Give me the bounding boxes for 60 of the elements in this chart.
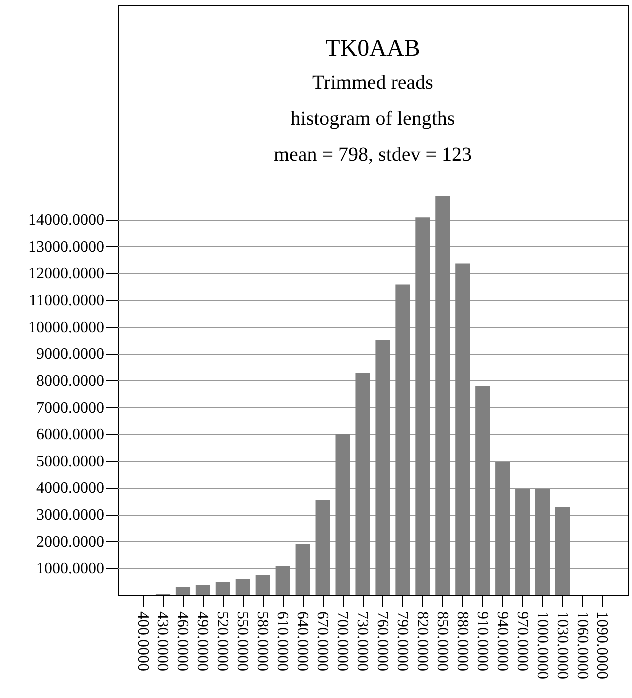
text: Trimmed reads histogram of lengths mean = 798, stdev = 123 [274,72,472,166]
bar [396,284,410,595]
bar [555,507,570,595]
bar [376,340,390,595]
bar [236,579,250,595]
x-tick-label: 640.0000 [294,612,312,672]
y-tick-label: 3000.0000 [36,507,104,524]
y-tick-label: 14000.0000 [28,212,104,230]
bar [296,544,310,595]
y-tick-label: 11000.0000 [29,292,104,310]
x-tick-label: 760.0000 [374,612,391,672]
x-tick-label: 850.0000 [434,612,451,672]
bar [176,587,191,595]
y-tick-label: 4000.0000 [36,480,104,498]
x-tick-label: 460.0000 [174,612,192,672]
bar [496,462,510,595]
x-tick-label: 430.0000 [154,612,172,672]
y-tick-label: 13000.0000 [28,238,104,256]
text: TK0AAB [326,36,420,62]
x-tick-label: 1030.0000 [554,612,571,680]
y-tick-label: 7000.0000 [36,400,104,417]
y-tick-label: 2000.0000 [36,534,104,551]
bar [476,386,490,595]
x-tick-label: 700.0000 [334,612,352,672]
x-tick-label: 880.0000 [454,612,471,672]
x-tick-label: 820.0000 [414,612,431,672]
x-tick-label: 580.0000 [254,612,272,672]
y-tick-label: 1000.0000 [36,560,104,578]
y-tick-label: 5000.0000 [36,453,104,470]
x-tick-label: 670.0000 [314,612,332,672]
bar [276,566,290,595]
x-tick-label: 520.0000 [214,612,232,672]
y-tick-label: 9000.0000 [36,346,104,364]
y-tick-label: 12000.0000 [28,266,104,283]
bar [336,434,350,595]
x-tick-label: 910.0000 [474,612,491,672]
bar [436,196,450,595]
bar [456,264,470,595]
y-tick-label: 6000.0000 [36,426,104,444]
bar [316,500,330,595]
y-tick-label: 8000.0000 [36,372,104,390]
bar [516,489,530,595]
x-tick-label: 940.0000 [494,612,511,672]
x-tick-label: 550.0000 [234,612,252,672]
x-tick-label: 490.0000 [194,612,212,672]
x-tick-label: 1060.0000 [574,612,591,680]
x-tick-label: 970.0000 [514,612,531,672]
y-tick-label: 10000.0000 [28,319,104,336]
bar [196,585,210,595]
bar [356,372,370,595]
x-tick-label: 730.0000 [354,612,372,672]
x-tick-label: 400.0000 [134,612,152,672]
x-tick-label: 610.0000 [274,612,292,672]
bar [536,489,550,595]
x-tick-label: 1090.0000 [594,612,611,680]
x-tick-label: 790.0000 [394,612,411,672]
bar [256,575,270,595]
bar [216,582,230,595]
x-tick-label: 1000.0000 [534,612,551,680]
bar [416,218,430,595]
